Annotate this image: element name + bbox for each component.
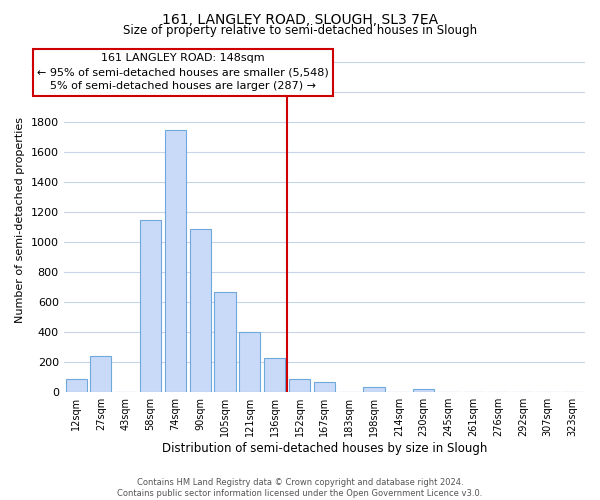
Bar [289, 380, 310, 392]
Bar [413, 389, 434, 392]
Y-axis label: Number of semi-detached properties: Number of semi-detached properties [15, 117, 25, 323]
Text: 161, LANGLEY ROAD, SLOUGH, SL3 7EA: 161, LANGLEY ROAD, SLOUGH, SL3 7EA [162, 12, 438, 26]
Bar [264, 358, 285, 392]
Bar [314, 382, 335, 392]
Text: 161 LANGLEY ROAD: 148sqm
← 95% of semi-detached houses are smaller (5,548)
5% of: 161 LANGLEY ROAD: 148sqm ← 95% of semi-d… [37, 54, 329, 92]
Bar [165, 130, 186, 392]
Bar [190, 229, 211, 392]
Bar [239, 332, 260, 392]
Bar [214, 292, 236, 392]
Bar [364, 387, 385, 392]
Bar [91, 356, 112, 392]
Bar [65, 378, 86, 392]
X-axis label: Distribution of semi-detached houses by size in Slough: Distribution of semi-detached houses by … [161, 442, 487, 455]
Bar [140, 220, 161, 392]
Text: Contains HM Land Registry data © Crown copyright and database right 2024.
Contai: Contains HM Land Registry data © Crown c… [118, 478, 482, 498]
Text: Size of property relative to semi-detached houses in Slough: Size of property relative to semi-detach… [123, 24, 477, 37]
